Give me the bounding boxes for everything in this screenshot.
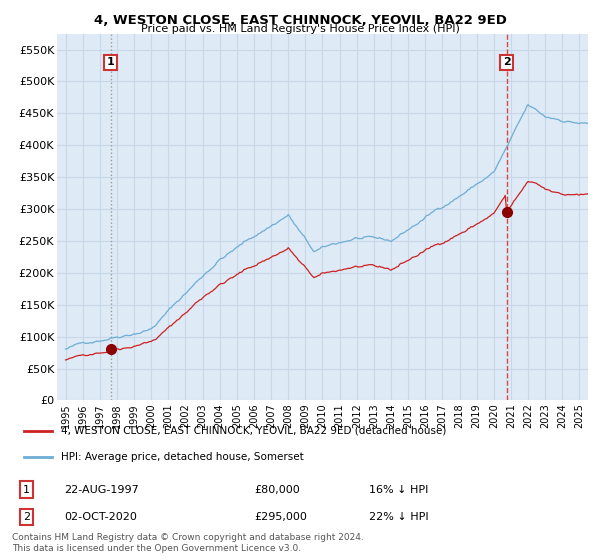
Text: 1: 1: [107, 57, 115, 67]
Text: £295,000: £295,000: [254, 512, 307, 522]
Text: 22% ↓ HPI: 22% ↓ HPI: [369, 512, 429, 522]
Text: 1: 1: [23, 485, 30, 494]
Text: HPI: Average price, detached house, Somerset: HPI: Average price, detached house, Some…: [61, 452, 304, 462]
Text: 2: 2: [503, 57, 511, 67]
Text: £80,000: £80,000: [254, 485, 299, 494]
Text: Contains HM Land Registry data © Crown copyright and database right 2024.
This d: Contains HM Land Registry data © Crown c…: [12, 533, 364, 553]
Text: 16% ↓ HPI: 16% ↓ HPI: [369, 485, 428, 494]
Text: 22-AUG-1997: 22-AUG-1997: [64, 485, 139, 494]
Text: Price paid vs. HM Land Registry's House Price Index (HPI): Price paid vs. HM Land Registry's House …: [140, 24, 460, 34]
Text: 4, WESTON CLOSE, EAST CHINNOCK, YEOVIL, BA22 9ED: 4, WESTON CLOSE, EAST CHINNOCK, YEOVIL, …: [94, 14, 506, 27]
Text: 02-OCT-2020: 02-OCT-2020: [64, 512, 137, 522]
Text: 2: 2: [23, 512, 30, 522]
Text: 4, WESTON CLOSE, EAST CHINNOCK, YEOVIL, BA22 9ED (detached house): 4, WESTON CLOSE, EAST CHINNOCK, YEOVIL, …: [61, 426, 446, 436]
